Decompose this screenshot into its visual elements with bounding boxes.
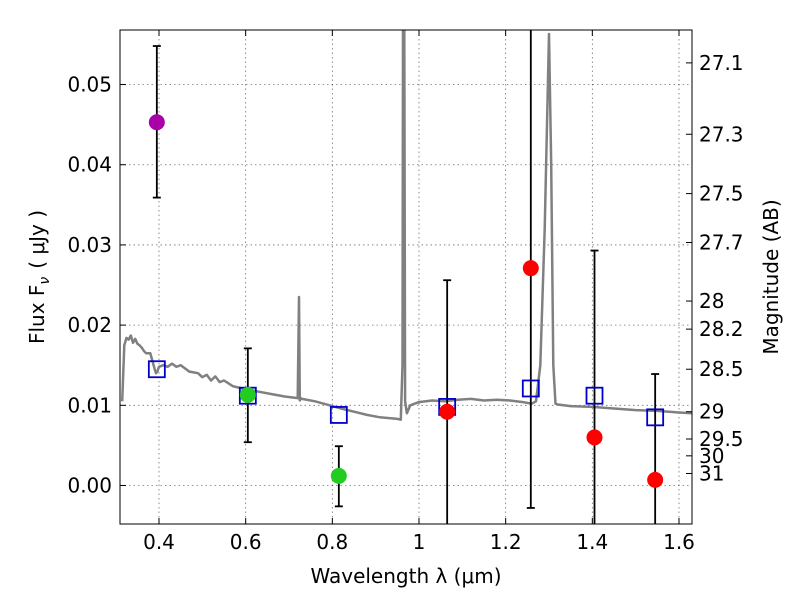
mag-tick-label: 30 [699,444,724,468]
observed-photometry-point [439,403,456,420]
model-photometry-square [646,408,665,427]
x-tick-label: 0.6 [230,530,262,554]
mag-tick-label: 27.3 [699,122,744,146]
mag-tick-label: 27.7 [699,231,744,255]
x-tick-label: 1.4 [576,530,608,554]
observed-photometry-point [330,467,347,484]
y-tick-label: 0.02 [67,313,112,337]
svg-text:Flux Fν( μJy ): Flux Fν ( μJy ) [25,210,53,344]
mag-tick-label: 27.1 [699,51,744,75]
y2-axis-label: Magnitude (AB) [759,199,783,354]
observed-photometry-point [239,386,256,403]
observed-photometry-point [148,114,165,131]
plot-frame [119,29,693,525]
model-photometry-square [521,379,540,398]
model-photometry-square [329,406,348,424]
mag-tick-label: 28 [699,289,724,313]
mag-tick-label: 29.5 [699,427,744,451]
model-photometry-square [585,386,604,405]
y-axis-label-subscript: ν [37,277,53,285]
y-axis-label: Flux Fν ( μJy ) [25,210,53,344]
mag-tick-label: 27.5 [699,182,744,206]
observed-photometry-point [647,471,664,488]
y-tick-label: 0.05 [67,73,112,97]
plot-area [120,30,692,524]
x-tick-label: 1.2 [490,530,522,554]
y-tick-label: 0.00 [67,474,112,498]
mag-tick-label: 31 [699,461,724,485]
y-axis-label-main: Flux F [25,285,49,344]
x-axis-label: Wavelength λ (μm) [310,564,501,588]
observed-photometry-point [586,429,603,446]
axis-ticks: 0.4 0.6 0.8 1 1.2 1.4 1.6 0.00 0.01 0.02 0.03 0.04 0… [67,30,744,554]
x-tick-label: 1 [413,530,426,554]
observed-photometry-point [522,260,539,277]
mag-tick-label: 29 [699,400,724,424]
x-tick-label: 1.6 [663,530,695,554]
x-tick-label: 0.8 [316,530,348,554]
y-tick-label: 0.04 [67,153,112,177]
y-tick-label: 0.01 [67,393,112,417]
mag-tick-label: 28.2 [699,317,744,341]
y-tick-label: 0.03 [67,233,112,257]
model-photometry-square [147,360,166,379]
sed-template-line [120,30,692,421]
mag-tick-label: 28.5 [699,357,744,381]
x-tick-label: 0.4 [143,530,175,554]
grid-lines [120,30,692,524]
y-axis-label-unit: ( μJy ) [25,210,49,269]
